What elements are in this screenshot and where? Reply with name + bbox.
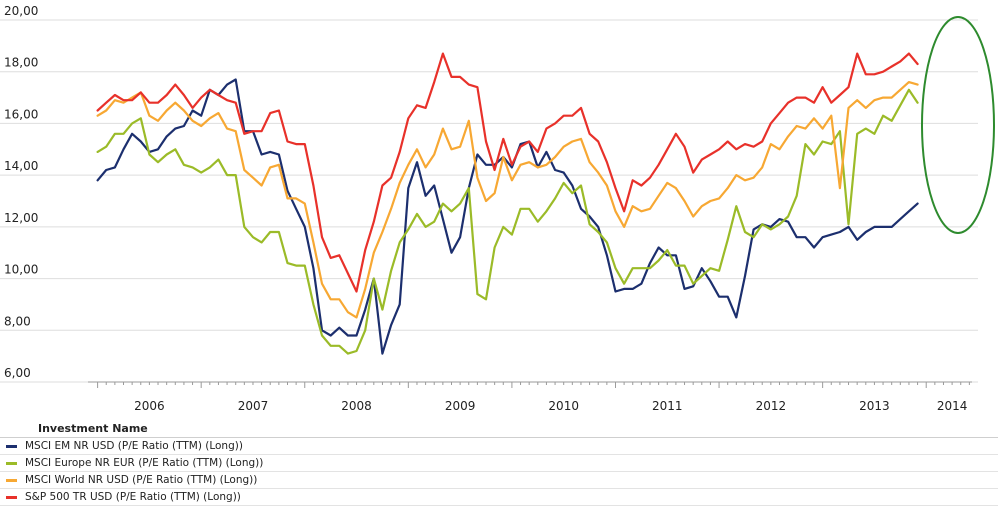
- y-tick-label: 20,00: [4, 4, 38, 18]
- y-tick-label: 6,00: [4, 366, 31, 380]
- x-tick-label: 2011: [652, 399, 683, 413]
- y-tick-label: 14,00: [4, 159, 38, 173]
- y-tick-label: 10,00: [4, 263, 38, 277]
- series-line-3: [96, 52, 919, 293]
- x-tick-label: 2007: [238, 399, 269, 413]
- pe-ratio-chart: 20,00 18,00 16,00 14,00 12,00 10,00 8,00 6,00 20…: [0, 4, 995, 413]
- legend-item-msci-europe: MSCI Europe NR EUR (P/E Ratio (TTM) (Lon…: [0, 455, 998, 472]
- x-tick-label: 2006: [134, 399, 165, 413]
- x-tick-label: 2014: [937, 399, 968, 413]
- y-tick-label: 12,00: [4, 211, 38, 225]
- legend-swatch-icon: [6, 444, 17, 448]
- series-line-1: [96, 88, 919, 355]
- legend-item-sp500: S&P 500 TR USD (P/E Ratio (TTM) (Long)): [0, 489, 998, 506]
- y-tick-label: 8,00: [4, 314, 31, 328]
- y-tick-label: 16,00: [4, 107, 38, 121]
- y-tick-label: 18,00: [4, 56, 38, 70]
- legend: Investment Name MSCI EM NR USD (P/E Rati…: [0, 420, 998, 520]
- legend-label: S&P 500 TR USD (P/E Ratio (TTM) (Long)): [25, 491, 241, 503]
- legend-label: MSCI EM NR USD (P/E Ratio (TTM) (Long)): [25, 440, 243, 452]
- x-tick-label: 2008: [341, 399, 372, 413]
- legend-label: MSCI Europe NR EUR (P/E Ratio (TTM) (Lon…: [25, 457, 264, 469]
- legend-swatch-icon: [6, 461, 17, 465]
- series-line-2: [96, 80, 919, 319]
- legend-header: Investment Name: [0, 420, 998, 438]
- x-tick-label: 2009: [445, 399, 476, 413]
- legend-item-msci-world: MSCI World NR USD (P/E Ratio (TTM) (Long…: [0, 472, 998, 489]
- legend-label: MSCI World NR USD (P/E Ratio (TTM) (Long…: [25, 474, 258, 486]
- x-tick-label: 2010: [548, 399, 579, 413]
- legend-swatch-icon: [6, 478, 17, 482]
- highlight-ellipse: [921, 16, 995, 234]
- x-tick-label: 2013: [859, 399, 890, 413]
- series-line-0: [96, 78, 919, 355]
- legend-swatch-icon: [6, 495, 17, 499]
- x-tick-label: 2012: [756, 399, 787, 413]
- legend-item-msci-em: MSCI EM NR USD (P/E Ratio (TTM) (Long)): [0, 438, 998, 455]
